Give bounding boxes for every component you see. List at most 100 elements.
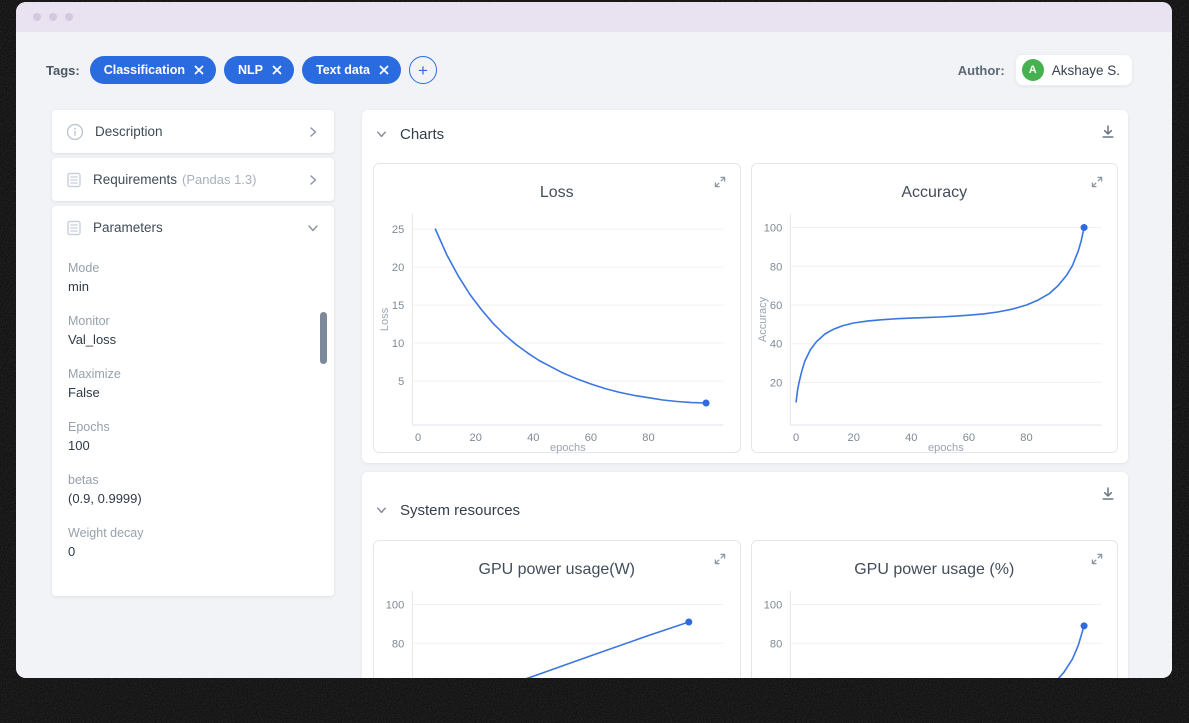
svg-text:20: 20 [847, 432, 859, 444]
svg-text:60: 60 [769, 300, 781, 312]
author-chip[interactable]: A Akshaye S. [1014, 54, 1133, 86]
parameter-label: betas [68, 473, 99, 487]
chevron-down-icon [306, 221, 320, 235]
tag-pill-text-data[interactable]: Text data [302, 56, 401, 84]
chart-card-accuracy: Accuracy 20 40 60 80 100 0 20 40 60 80 epochs Accur… [750, 163, 1118, 454]
chevron-right-icon [306, 125, 320, 139]
parameter-value: False [68, 385, 100, 400]
tag-pill-label: Text data [316, 63, 370, 77]
section-title: System resources [400, 502, 521, 519]
svg-text:80: 80 [392, 638, 404, 650]
chevron-down-icon[interactable] [375, 504, 388, 517]
author-name: Akshaye S. [1051, 62, 1120, 78]
chart-title: GPU power usage (%) [854, 561, 1015, 578]
parameter-row: betas (0.9, 0.9999) [68, 473, 318, 506]
tag-pill-nlp[interactable]: NLP [224, 56, 294, 84]
chart-plot: 20 40 60 80 100 0 20 40 60 80 epochs Accuracy [757, 214, 1101, 454]
sidebar-item-label: Parameters [93, 220, 163, 235]
svg-text:100: 100 [386, 600, 405, 612]
parameter-label: Maximize [68, 367, 121, 381]
tag-pill-label: NLP [238, 63, 263, 77]
svg-text:0: 0 [793, 432, 799, 444]
charts-section-panel: Charts Loss 5 10 15 20 25 0 20 40 60 80 epochs Loss… [362, 110, 1128, 463]
svg-text:100: 100 [763, 223, 782, 235]
expand-icon[interactable] [712, 174, 728, 190]
parameter-row: Maximize False [68, 367, 318, 400]
remove-tag-icon[interactable] [379, 65, 389, 75]
chart-title: Accuracy [901, 184, 968, 201]
scrollbar-thumb[interactable] [320, 312, 327, 364]
doc-icon [66, 172, 82, 188]
svg-text:40: 40 [769, 339, 781, 351]
download-icon[interactable] [1098, 484, 1118, 504]
chart-card-loss: Loss 5 10 15 20 25 0 20 40 60 80 epochs Loss [373, 163, 741, 454]
sidebar-section-requirements: Requirements (Pandas 1.3) [52, 158, 334, 201]
expand-icon[interactable] [1089, 551, 1105, 567]
svg-text:40: 40 [527, 432, 539, 444]
svg-text:epochs: epochs [550, 442, 586, 454]
window-content: Tags: Classification NLP Text data + [16, 32, 1172, 678]
requirements-hint: (Pandas 1.3) [182, 172, 257, 187]
svg-text:5: 5 [398, 376, 404, 388]
svg-text:0: 0 [415, 432, 421, 444]
sidebar-item-label: Requirements [93, 172, 178, 187]
svg-text:40: 40 [905, 432, 917, 444]
svg-text:80: 80 [769, 638, 781, 650]
section-title: Charts [400, 126, 445, 143]
expand-icon[interactable] [712, 551, 728, 567]
chart-title: GPU power usage(W) [478, 561, 636, 578]
svg-text:Accuracy: Accuracy [757, 296, 769, 342]
sidebar-item-requirements[interactable]: Requirements (Pandas 1.3) [52, 158, 334, 201]
sidebar-section-parameters: Parameters Mode min Monitor Val_loss Maximiz… [52, 206, 334, 596]
system-resources-section-header: System resources [362, 472, 1128, 519]
sidebar-item-parameters[interactable]: Parameters [52, 206, 334, 249]
charts-row: Loss 5 10 15 20 25 0 20 40 60 80 epochs Loss Accura… [362, 163, 1128, 454]
tag-pill-classification[interactable]: Classification [89, 56, 216, 84]
chart-title: Loss [539, 184, 574, 201]
sidebar-item-description[interactable]: Description [52, 110, 334, 153]
window-control-dot[interactable] [49, 13, 57, 21]
parameter-value: Val_loss [68, 332, 117, 347]
parameter-value: 0 [68, 544, 76, 559]
parameter-row: Epochs 100 [68, 420, 318, 453]
svg-text:80: 80 [642, 432, 654, 444]
parameter-value: 100 [68, 438, 90, 453]
download-icon[interactable] [1098, 122, 1118, 142]
svg-text:80: 80 [1020, 432, 1032, 444]
parameter-label: Mode [68, 261, 100, 275]
doc-icon [66, 220, 82, 236]
window-control-dot[interactable] [65, 13, 73, 21]
parameter-label: Weight decay [68, 526, 144, 540]
svg-text:60: 60 [585, 432, 597, 444]
remove-tag-icon[interactable] [272, 65, 282, 75]
svg-text:Loss: Loss [379, 307, 391, 331]
sidebar-section-description: Description [52, 110, 334, 153]
system-resources-section-panel: System resources GPU power usage(W) 2040… [362, 472, 1128, 678]
author-label: Author: [957, 62, 1005, 78]
chart-card-gpu-power-pct: GPU power usage (%) 20406080100020406080… [750, 540, 1118, 678]
chevron-right-icon [306, 173, 320, 187]
app-window: Tags: Classification NLP Text data + [16, 2, 1172, 678]
svg-text:20: 20 [769, 377, 781, 389]
svg-text:60: 60 [392, 677, 404, 678]
window-control-dot[interactable] [33, 13, 41, 21]
parameter-label: Epochs [68, 420, 110, 434]
svg-text:10: 10 [392, 338, 404, 350]
expand-icon[interactable] [1089, 174, 1105, 190]
svg-text:60: 60 [769, 677, 781, 678]
chevron-down-icon[interactable] [375, 128, 388, 141]
add-tag-button[interactable]: + [408, 56, 437, 84]
parameter-row: Weight decay 0 [68, 526, 318, 559]
charts-section-header: Charts [362, 110, 1128, 143]
svg-text:80: 80 [769, 261, 781, 273]
remove-tag-icon[interactable] [194, 65, 204, 75]
parameter-label: Monitor [68, 314, 110, 328]
svg-text:20: 20 [392, 262, 404, 274]
chart-card-gpu-power-w: GPU power usage(W) 20406080100020406080e… [373, 540, 741, 678]
tag-pill-label: Classification [103, 63, 185, 77]
svg-text:20: 20 [470, 432, 482, 444]
parameter-value: min [68, 279, 89, 294]
window-titlebar [16, 2, 1172, 32]
parameter-value: (0.9, 0.9999) [68, 491, 142, 506]
